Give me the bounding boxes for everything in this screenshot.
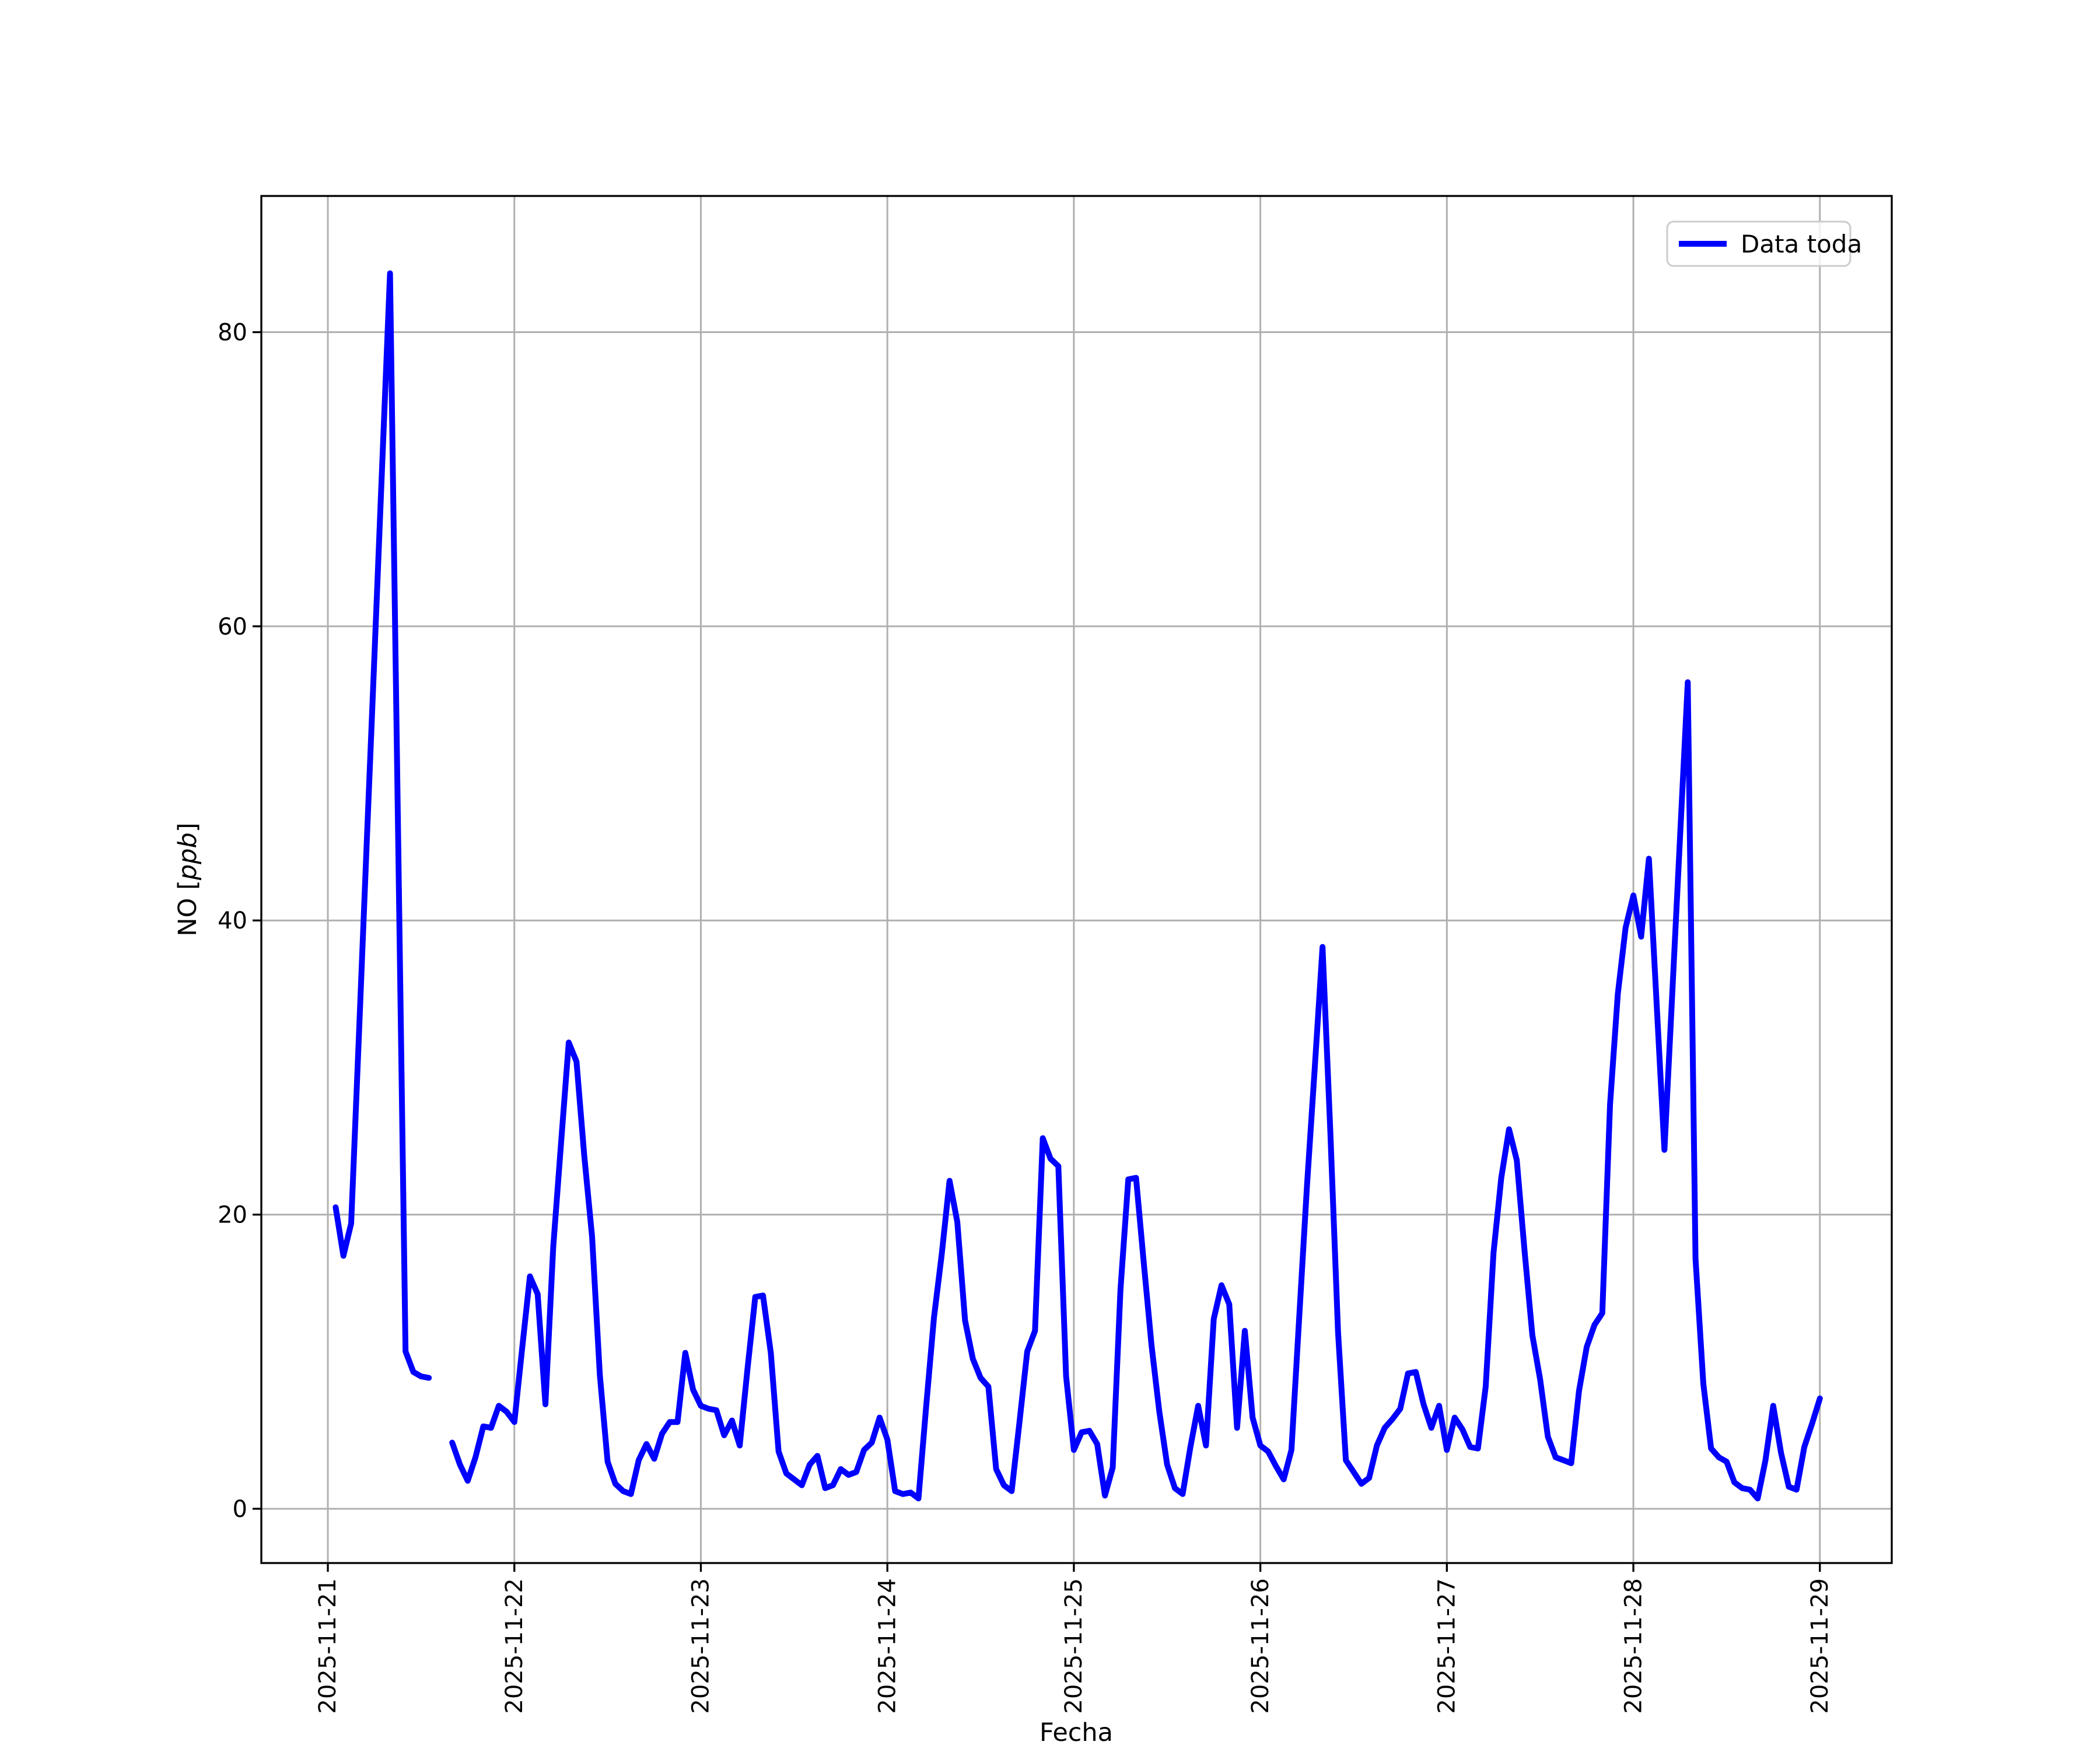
series-layer: [332, 270, 1823, 1502]
legend-label: Data toda: [1741, 230, 1862, 258]
x-tick-label: 2025-11-29: [1807, 1578, 1833, 1714]
ticklabel-layer: 2025-11-21 2025-11-22 2025-11-23 2025-11-24…: [218, 320, 1833, 1714]
x-tick-label: 2025-11-25: [1060, 1578, 1087, 1714]
y-tick-label: 20: [218, 1202, 247, 1229]
y-axis-label-prefix: NO [: [173, 880, 202, 936]
x-tick-label: 2025-11-22: [501, 1578, 528, 1714]
legend: Data toda: [1666, 220, 1862, 267]
y-tick-label: 80: [218, 320, 247, 346]
y-axis-label-suffix: ]: [173, 822, 202, 832]
x-axis-label: Fecha: [1040, 1718, 1113, 1747]
plot-border: [260, 195, 1893, 1564]
x-tick-label: 2025-11-21: [314, 1578, 341, 1714]
y-axis-label-unit: ppb: [173, 832, 202, 881]
legend-box: [1666, 220, 1852, 267]
x-tick-label: 2025-11-24: [874, 1578, 901, 1714]
x-tick-label: 2025-11-27: [1434, 1578, 1461, 1714]
grid-layer: [261, 196, 1892, 1563]
y-tick-label: 0: [233, 1496, 247, 1523]
y-tick-label: 40: [218, 907, 247, 934]
data-toda-line: [332, 270, 432, 1381]
x-tick-label: 2025-11-23: [688, 1578, 715, 1714]
y-axis-label: NO [ppb]: [173, 822, 202, 936]
x-tick-label: 2025-11-28: [1620, 1578, 1647, 1714]
data-toda-line: [449, 679, 1823, 1502]
y-tick-label: 60: [218, 614, 247, 640]
spine-layer: [260, 195, 1893, 1564]
tick-layer: [253, 331, 1821, 1572]
x-tick-label: 2025-11-26: [1247, 1578, 1274, 1714]
